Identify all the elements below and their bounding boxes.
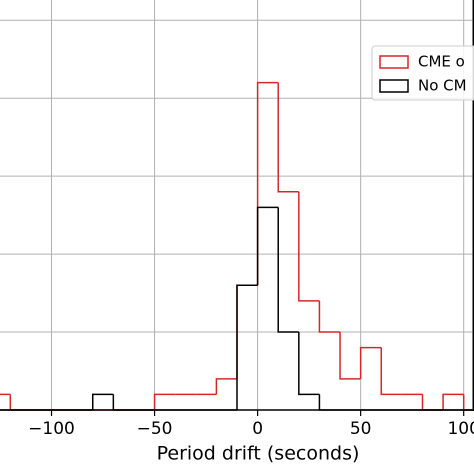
histogram-bin <box>9 394 31 411</box>
histogram-bin <box>339 332 361 380</box>
histogram-bin <box>442 393 464 410</box>
histogram-bin <box>277 82 299 193</box>
legend-swatch <box>379 55 409 69</box>
legend-swatch <box>379 79 409 93</box>
histogram-bin <box>91 393 114 410</box>
x-tick-label: 0 <box>252 419 263 439</box>
histogram-bin <box>318 300 341 333</box>
histogram-bin <box>421 394 444 411</box>
x-tick-label: 100 <box>447 419 474 439</box>
histogram-bin <box>256 206 279 286</box>
legend-label: No CM <box>418 77 467 95</box>
histogram-bin <box>215 378 237 395</box>
histogram-bin <box>318 394 341 411</box>
x-axis-label: Period drift (seconds) <box>157 443 360 465</box>
x-tick-label: 50 <box>350 419 372 439</box>
histogram-bin <box>359 346 382 379</box>
legend-box <box>371 45 474 101</box>
histogram-bin <box>277 207 299 333</box>
histogram-bin <box>380 347 402 396</box>
histogram-bin <box>298 332 320 396</box>
x-tick-label: −50 <box>137 419 173 439</box>
x-tick-label: −100 <box>28 419 75 439</box>
histogram-bin <box>0 393 11 396</box>
histogram-bin <box>112 394 134 411</box>
histogram-bin <box>462 394 474 411</box>
histogram-bin <box>236 284 258 410</box>
histogram-bin <box>298 191 320 302</box>
histogram-bin <box>153 393 176 410</box>
legend-label: CME o <box>418 53 465 71</box>
histogram-bin <box>256 81 279 286</box>
